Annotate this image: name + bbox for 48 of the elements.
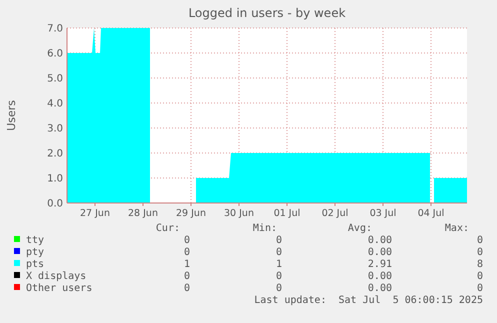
x-tick-label: 03 Jul [370, 208, 396, 219]
x-tick-label: 01 Jul [274, 208, 300, 219]
legend-label: X displays [26, 271, 86, 282]
text: 0 [476, 235, 483, 246]
text: 0 [276, 283, 282, 294]
x-tick-label: 02 Jul [322, 208, 348, 219]
text: 1 [276, 259, 282, 270]
y-tick-label: 5.0 [47, 74, 63, 84]
y-tick-label: 1.0 [47, 174, 63, 184]
text: Max: [444, 223, 469, 234]
legend-label: Other users [26, 283, 92, 294]
text: 0 [276, 247, 282, 258]
text: Avg: [348, 223, 372, 234]
x-tick-label: 30 Jun [224, 208, 254, 219]
text: 0 [184, 247, 190, 258]
text: 0 [184, 235, 190, 246]
legend-label: pts [26, 259, 44, 270]
y-tick-label: 7.0 [47, 24, 63, 34]
text: 0.00 [368, 283, 392, 294]
text: 0 [276, 235, 282, 246]
text: 8 [476, 259, 483, 270]
y-tick-label: 3.0 [47, 124, 63, 134]
text: 0.00 [368, 247, 392, 258]
x-tick-label: 27 Jun [80, 208, 110, 219]
x-tick-label: 28 Jun [128, 208, 158, 219]
text: 1 [184, 259, 190, 270]
y-tick-label: 0.0 [47, 198, 63, 210]
text: 0 [476, 247, 483, 258]
text: 0 [184, 283, 190, 294]
text: 0 [476, 283, 483, 294]
x-tick-label: 29 Jun [176, 208, 206, 219]
text: 0 [476, 271, 483, 282]
legend-label: pty [26, 247, 44, 258]
text: Last update: Sat Jul 5 06:00:15 2025 [254, 295, 483, 306]
legend-label: tty [26, 235, 44, 246]
text: 0 [276, 271, 282, 282]
text: Min: [252, 223, 277, 234]
text: 2.91 [368, 259, 392, 270]
y-tick-label: 2.0 [47, 148, 63, 160]
chart-title: Logged in users - by week [188, 6, 346, 20]
y-tick-label: 4.0 [47, 98, 63, 110]
y-axis-title: Users [5, 100, 18, 131]
text: Cur: [156, 223, 180, 234]
x-tick-label: 04 Jul [418, 208, 444, 219]
text: 0 [184, 271, 190, 282]
y-tick-label: 6.0 [47, 48, 63, 60]
text: 0.00 [368, 271, 392, 282]
text: 0.00 [368, 235, 392, 246]
